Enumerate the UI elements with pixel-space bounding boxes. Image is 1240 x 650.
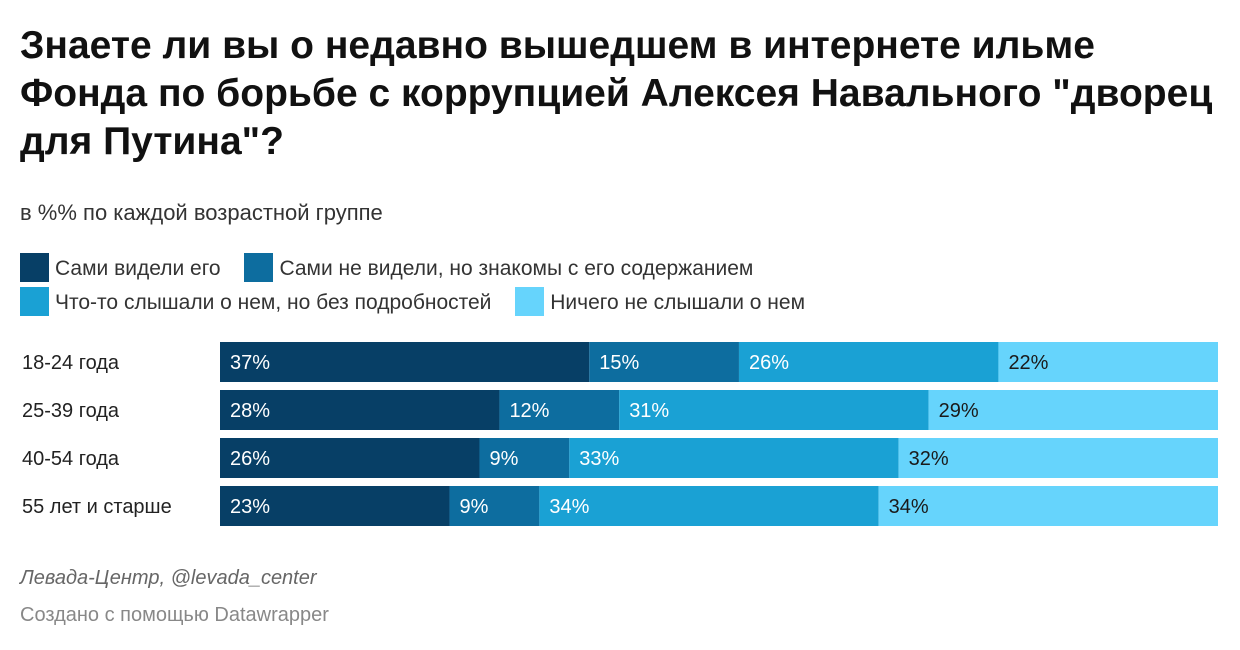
bar-segment bbox=[479, 438, 570, 478]
data-label: 12% bbox=[509, 400, 549, 422]
bar-segment bbox=[738, 342, 999, 382]
data-label: 23% bbox=[230, 496, 270, 518]
chart-subtitle: в %% по каждой возрастной группе bbox=[20, 200, 383, 225]
bar-segment bbox=[878, 486, 1218, 526]
legend-swatch bbox=[515, 287, 545, 316]
bar-segment bbox=[589, 342, 739, 382]
bar-segment bbox=[220, 390, 500, 430]
bar-segment bbox=[220, 438, 480, 478]
data-label: 37% bbox=[230, 352, 270, 374]
bar-segment bbox=[619, 390, 929, 430]
data-label: 34% bbox=[549, 496, 589, 518]
bar-segment bbox=[499, 390, 620, 430]
legend: Сами видели его Сами не видели, но знако… bbox=[20, 252, 1230, 320]
data-label: 31% bbox=[629, 400, 669, 422]
data-label: 26% bbox=[230, 448, 270, 470]
data-label: 9% bbox=[460, 496, 489, 518]
stacked-bar-chart: 18-24 года 37% 15% 26% 22% 25-39 года 28% 12% 31… bbox=[22, 342, 1218, 526]
legend-item-heard: Что-то слышали о нем, но без подробносте… bbox=[20, 286, 491, 320]
legend-swatch bbox=[20, 287, 49, 316]
data-label: 29% bbox=[939, 400, 979, 422]
legend-label: Сами видели его bbox=[55, 257, 221, 280]
bar-segment bbox=[220, 342, 590, 382]
bar-segment bbox=[449, 486, 540, 526]
data-label: 22% bbox=[1008, 352, 1048, 374]
bar-segment bbox=[998, 342, 1218, 382]
category-label: 40-54 года bbox=[22, 448, 120, 470]
bar-segment bbox=[898, 438, 1218, 478]
legend-item-never-heard: Ничего не слышали о нем bbox=[515, 286, 805, 320]
data-label: 15% bbox=[599, 352, 639, 374]
source-note: Левада-Центр, @levada_center bbox=[20, 567, 317, 589]
legend-item-familiar: Сами не видели, но знакомы с его содержа… bbox=[244, 252, 753, 286]
data-label: 32% bbox=[909, 448, 949, 470]
bar-segment bbox=[928, 390, 1218, 430]
legend-swatch bbox=[20, 253, 49, 282]
chart-title: Знаете ли вы о недавно вышедшем в интерн… bbox=[20, 24, 1213, 163]
data-label: 28% bbox=[230, 400, 270, 422]
credit-note: Создано с помощью Datawrapper bbox=[20, 604, 329, 626]
legend-label: Что-то слышали о нем, но без подробносте… bbox=[55, 291, 492, 314]
category-label: 18-24 года bbox=[22, 352, 120, 374]
data-label: 9% bbox=[489, 448, 518, 470]
legend-swatch bbox=[244, 253, 274, 282]
bar-segment bbox=[539, 486, 879, 526]
legend-label: Ничего не слышали о нем bbox=[550, 291, 806, 314]
bar-segment bbox=[220, 486, 450, 526]
legend-label: Сами не видели, но знакомы с его содержа… bbox=[279, 257, 754, 280]
category-label: 25-39 года bbox=[22, 400, 120, 422]
legend-item-seen: Сами видели его bbox=[20, 252, 221, 286]
data-label: 34% bbox=[889, 496, 929, 518]
data-label: 33% bbox=[579, 448, 619, 470]
data-label: 26% bbox=[749, 352, 789, 374]
category-label: 55 лет и старше bbox=[22, 496, 172, 518]
bar-segment bbox=[569, 438, 899, 478]
